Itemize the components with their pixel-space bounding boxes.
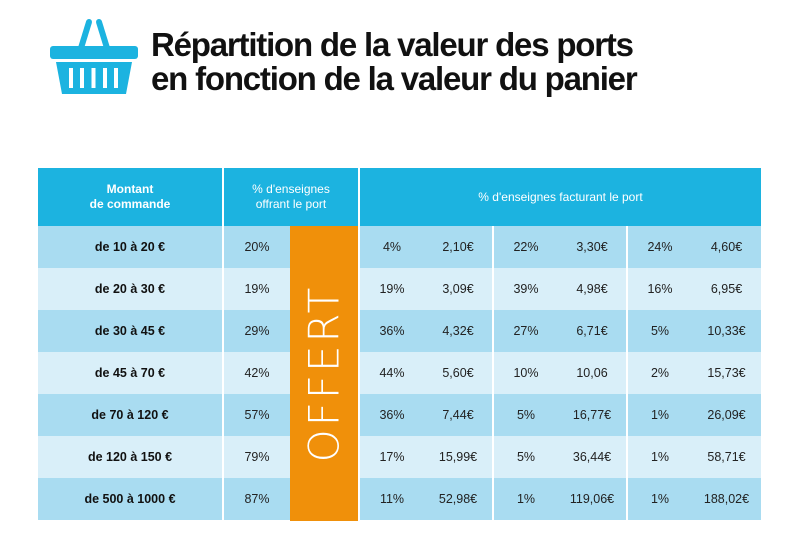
cell-v2: 6,71€ — [576, 324, 608, 338]
table-row: de 10 à 20 € 20% 4% 2,10€ 22% 3,30€ 24% 4,60€ — [38, 226, 761, 268]
cell-p1: 17% — [379, 450, 405, 464]
cell-v2: 16,77€ — [572, 408, 612, 422]
header: Répartition de la valeur des ports en fo… — [48, 18, 748, 108]
cell-v3: 6,95€ — [710, 282, 743, 296]
page-title: Répartition de la valeur des ports en fo… — [151, 26, 638, 97]
cell-v3: 15,73€ — [707, 366, 746, 380]
cell-v1: 7,44€ — [442, 408, 474, 422]
table-row: de 45 à 70 € 42% 44% 5,60€ 10% 10,06 2% 15,73€ — [38, 352, 761, 394]
cell-p3: 24% — [647, 240, 673, 254]
cell-p1: 4% — [382, 240, 402, 254]
cell-p3: 1% — [650, 408, 670, 422]
cell-v1: 52,98€ — [438, 492, 478, 506]
cell-p3: 1% — [650, 450, 670, 464]
divider — [626, 226, 628, 521]
cell-p3: 1% — [650, 492, 670, 506]
cell-v1: 3,09€ — [442, 282, 474, 296]
cell-label: de 30 à 45 € — [94, 324, 166, 338]
cell-p2: 1% — [516, 492, 536, 506]
cell-offrant: 29% — [244, 324, 270, 338]
cell-offrant: 19% — [244, 282, 270, 296]
cell-p3: 16% — [647, 282, 673, 296]
cell-p3: 5% — [650, 324, 670, 338]
cell-p1: 19% — [379, 282, 405, 296]
cell-p3: 2% — [650, 366, 670, 380]
cell-v2: 4,98€ — [576, 282, 608, 296]
shipping-table: Montant de commande % d'enseignes offran… — [38, 168, 761, 521]
cell-p2: 10% — [513, 366, 539, 380]
cell-v3: 26,09€ — [707, 408, 746, 422]
cell-p2: 22% — [513, 240, 539, 254]
cell-v3: 4,60€ — [710, 240, 743, 254]
divider — [222, 168, 224, 521]
cell-offrant: 79% — [244, 450, 270, 464]
cell-v3: 188,02€ — [703, 492, 750, 506]
cell-p2: 27% — [513, 324, 539, 338]
cell-p1: 36% — [379, 408, 405, 422]
table-row: de 70 à 120 € 57% 36% 7,44€ 5% 16,77€ 1% 26,09€ — [38, 394, 761, 436]
cell-offrant: 42% — [244, 366, 270, 380]
cell-label: de 120 à 150 € — [87, 450, 173, 464]
header-facturant: % d'enseignes facturant le port — [360, 168, 761, 226]
cell-label: de 10 à 20 € — [94, 240, 166, 254]
header-montant: Montant de commande — [38, 168, 222, 226]
cell-v2: 36,44€ — [572, 450, 612, 464]
title-line-2: en fonction de la valeur du panier — [151, 60, 638, 97]
divider — [492, 226, 494, 521]
cell-v1: 15,99€ — [438, 450, 478, 464]
cell-offrant: 87% — [244, 492, 270, 506]
table-row: de 20 à 30 € 19% 19% 3,09€ 39% 4,98€ 16% 6,95€ — [38, 268, 761, 310]
table-row: de 30 à 45 € 29% 36% 4,32€ 27% 6,71€ 5% 10,33€ — [38, 310, 761, 352]
cell-p2: 39% — [513, 282, 539, 296]
cell-v3: 10,33€ — [707, 324, 746, 338]
cell-p1: 36% — [379, 324, 405, 338]
cell-v1: 4,32€ — [442, 324, 474, 338]
cell-p1: 44% — [379, 366, 405, 380]
cell-v1: 5,60€ — [442, 366, 474, 380]
table-row: de 500 à 1000 € 87% 11% 52,98€ 1% 119,06€ 1% 18… — [38, 478, 761, 520]
offert-band: OFFERT — [290, 226, 358, 521]
cell-label: de 500 à 1000 € — [84, 492, 176, 506]
table-row: de 120 à 150 € 79% 17% 15,99€ 5% 36,44€ 1% 58,7… — [38, 436, 761, 478]
cell-v2: 3,30€ — [576, 240, 608, 254]
cell-v3: 58,71€ — [707, 450, 746, 464]
cell-label: de 20 à 30 € — [94, 282, 166, 296]
cell-p2: 5% — [516, 408, 536, 422]
cell-offrant: 57% — [244, 408, 270, 422]
cell-v2: 10,06 — [576, 366, 608, 380]
cell-label: de 70 à 120 € — [91, 408, 169, 422]
cell-v2: 119,06€ — [569, 492, 615, 506]
cell-p2: 5% — [516, 450, 536, 464]
divider — [358, 168, 360, 521]
title-line-1: Répartition de la valeur des ports — [151, 26, 634, 63]
cell-offrant: 20% — [244, 240, 270, 254]
offert-label: OFFERT — [299, 284, 349, 463]
cell-v1: 2,10€ — [442, 240, 474, 254]
header-offrant: % d'enseignes offrant le port — [224, 168, 358, 226]
cell-label: de 45 à 70 € — [94, 366, 166, 380]
shopping-basket-icon — [50, 19, 138, 94]
cell-p1: 11% — [379, 492, 405, 506]
